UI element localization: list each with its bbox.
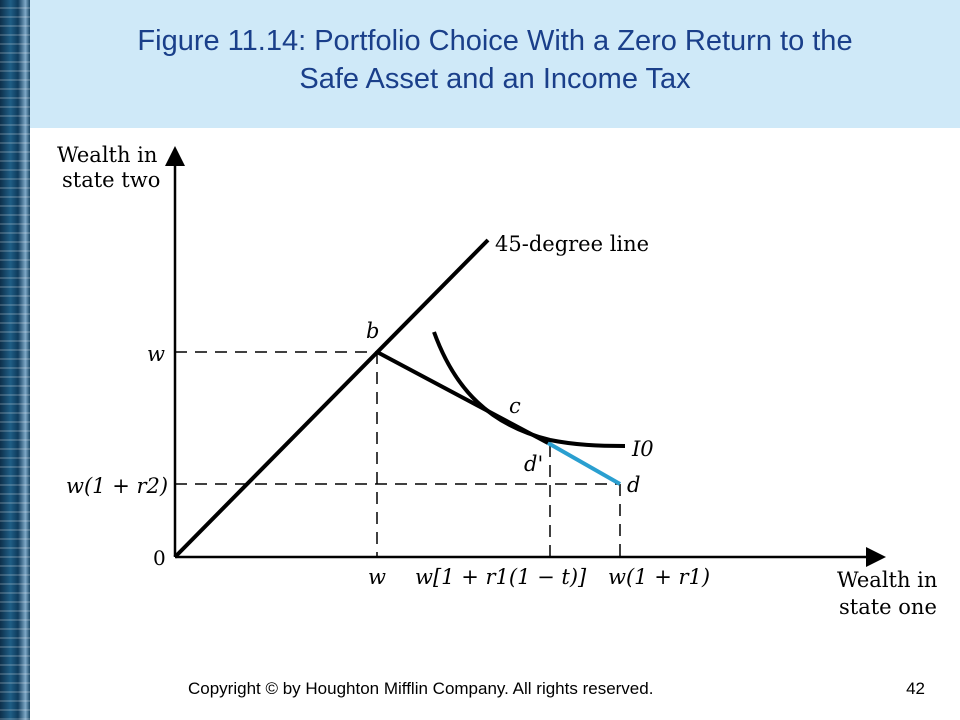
point-c-label: c	[509, 394, 521, 418]
page-number: 42	[906, 679, 925, 698]
indifference-curve-label: I0	[631, 437, 654, 461]
decorative-side-strip	[0, 0, 30, 720]
y-tick-w-r2: w(1 + r2)	[66, 474, 168, 498]
title-band	[30, 0, 960, 128]
title-line-1: Figure 11.14: Portfolio Choice With a Ze…	[137, 25, 853, 57]
forty-five-degree-label: 45-degree line	[495, 232, 649, 256]
forty-five-degree-line	[173, 238, 490, 559]
taxed-budget-segment	[547, 441, 621, 486]
point-d-label: d	[627, 473, 640, 497]
indifference-curve	[432, 331, 626, 448]
x-axis-label-line-2: state one	[839, 595, 937, 619]
x-tick-w: w	[368, 565, 386, 589]
y-axis-label-line-1: Wealth in	[57, 143, 157, 167]
copyright-footer: Copyright © by Houghton Mifflin Company.…	[188, 679, 654, 698]
y-axis-label-line-2: state two	[62, 168, 160, 192]
title-line-2: Safe Asset and an Income Tax	[299, 63, 691, 95]
x-tick-w-tax: w[1 + r1(1 − t)]	[415, 565, 587, 589]
point-b-label: b	[366, 319, 379, 343]
x-axis-label-line-1: Wealth in	[837, 568, 937, 592]
slide-title: Figure 11.14: Portfolio Choice With a Ze…	[30, 22, 960, 98]
x-tick-w-r1: w(1 + r1)	[608, 565, 710, 589]
y-tick-w: w	[147, 342, 165, 366]
origin-label: 0	[153, 546, 166, 570]
point-d-prime-label: d'	[524, 452, 543, 476]
